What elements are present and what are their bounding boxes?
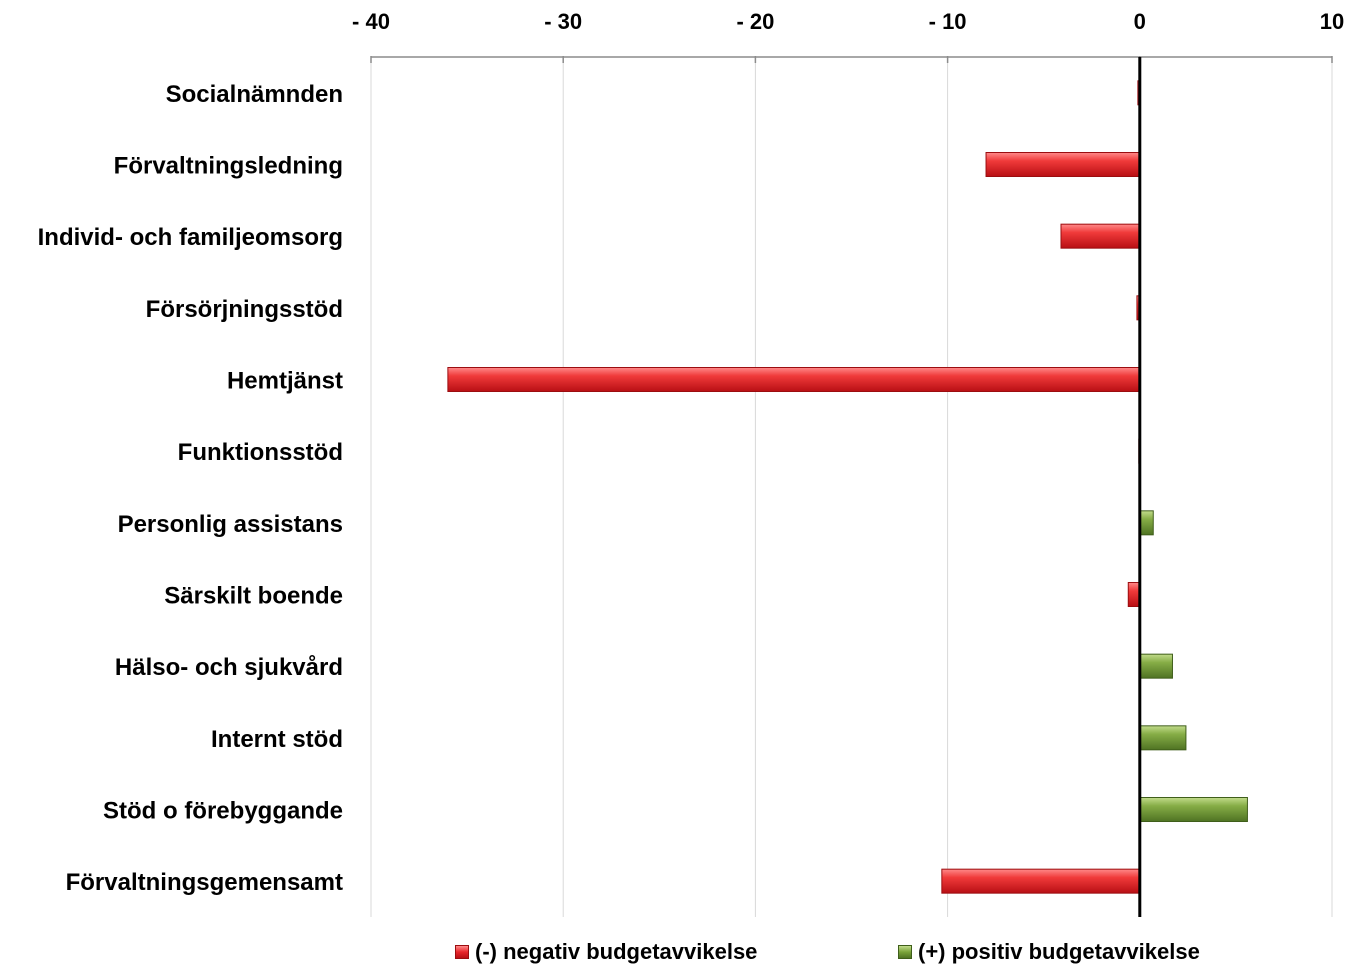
bar-chart: - 40 - 30 - 20 - 10 0 10 Socialnämnden Förvalt… (38, 9, 1344, 917)
legend-item-negative: (-) negativ budgetavvikelse (455, 936, 757, 968)
bar-positive (1139, 797, 1248, 822)
category-labels: Socialnämnden Förvaltningsledning Individ-… (38, 81, 343, 896)
category-label: Förvaltningsledning (114, 153, 343, 180)
category-label: Försörjningsstöd (146, 296, 343, 323)
bar-positive (1139, 653, 1173, 679)
category-label: Särskilt boende (164, 583, 343, 610)
bar-negative (447, 367, 1141, 392)
category-label: Individ- och familjeomsorg (38, 224, 343, 251)
category-label: Funktionsstöd (178, 439, 343, 466)
legend-swatch-negative (455, 945, 469, 959)
category-label: Socialnämnden (166, 81, 343, 108)
category-label: Hemtjänst (227, 368, 343, 395)
x-tick-label: 10 (1320, 9, 1344, 34)
bar-positive (1139, 725, 1187, 751)
legend-label-negative: (-) negativ budgetavvikelse (475, 939, 758, 964)
category-label: Stöd o förebyggande (103, 798, 343, 825)
category-label: Hälso- och sjukvård (115, 654, 343, 681)
x-tick-label: - 10 (929, 9, 967, 34)
bar-negative (1060, 223, 1141, 249)
category-label: Förvaltningsgemensamt (66, 869, 343, 896)
legend-label-positive: (+) positiv budgetavvikelse (918, 939, 1200, 964)
x-tick-label: - 40 (352, 9, 390, 34)
bar-positive (1139, 510, 1154, 536)
x-tick-label: 0 (1134, 9, 1146, 34)
gridlines (370, 57, 1333, 917)
x-axis: - 40 - 30 - 20 - 10 0 10 (352, 9, 1344, 63)
category-label: Personlig assistans (118, 511, 343, 538)
legend-item-positive: (+) positiv budgetavvikelse (898, 936, 1200, 968)
legend-swatch-positive (898, 945, 912, 959)
category-label: Internt stöd (211, 726, 343, 753)
bar-negative (1127, 582, 1141, 607)
bars (447, 80, 1248, 894)
bar-negative (985, 152, 1141, 177)
x-tick-label: - 30 (544, 9, 582, 34)
x-tick-label: - 20 (736, 9, 774, 34)
bar-negative (941, 868, 1141, 894)
